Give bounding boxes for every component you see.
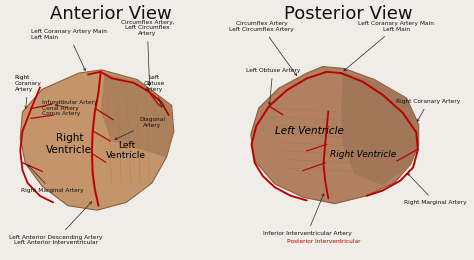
- Polygon shape: [100, 73, 174, 157]
- Text: Left Coranary Artery Main
Left Main: Left Coranary Artery Main Left Main: [31, 29, 107, 70]
- Text: Circumflex Artery
Left Circumflex Artery: Circumflex Artery Left Circumflex Artery: [229, 21, 297, 75]
- Text: Circumflex Artery,
Left Circumflex
Artery: Circumflex Artery, Left Circumflex Arter…: [120, 20, 174, 86]
- Text: Right
Ventricle: Right Ventricle: [46, 133, 92, 155]
- Text: Right Marginal Artery: Right Marginal Artery: [21, 165, 83, 193]
- Text: Right Ventricle: Right Ventricle: [329, 150, 396, 159]
- Text: Left
Obtuse
Artery: Left Obtuse Artery: [144, 75, 165, 107]
- Text: Left Anterior Descending Artery
Left Anterior Interventricular: Left Anterior Descending Artery Left Ant…: [9, 202, 102, 245]
- Text: Right Coranary Artery: Right Coranary Artery: [396, 99, 461, 121]
- Text: Inferior Interventricular Artery: Inferior Interventricular Artery: [263, 194, 352, 236]
- Text: Left Ventricle: Left Ventricle: [274, 126, 344, 136]
- Text: Posterior View: Posterior View: [284, 5, 413, 23]
- Text: Left Coranary Artery Main
Left Main: Left Coranary Artery Main Left Main: [344, 21, 434, 71]
- Text: Posterior Interventricular: Posterior Interventricular: [287, 239, 360, 244]
- Text: Right Marginal Artery: Right Marginal Artery: [404, 173, 466, 205]
- Text: Diagonal
Artery: Diagonal Artery: [115, 117, 165, 140]
- Polygon shape: [341, 72, 419, 185]
- Text: Left
Ventricle: Left Ventricle: [106, 141, 146, 160]
- Polygon shape: [251, 67, 419, 204]
- Text: Right
Coranary
Artery: Right Coranary Artery: [15, 75, 42, 108]
- Text: Anterior View: Anterior View: [50, 5, 172, 23]
- Polygon shape: [20, 70, 174, 210]
- Text: Left Obtuse Artery: Left Obtuse Artery: [246, 68, 300, 105]
- Text: Infundibular Artery
Conal Artery
Conus Artery: Infundibular Artery Conal Artery Conus A…: [42, 100, 98, 116]
